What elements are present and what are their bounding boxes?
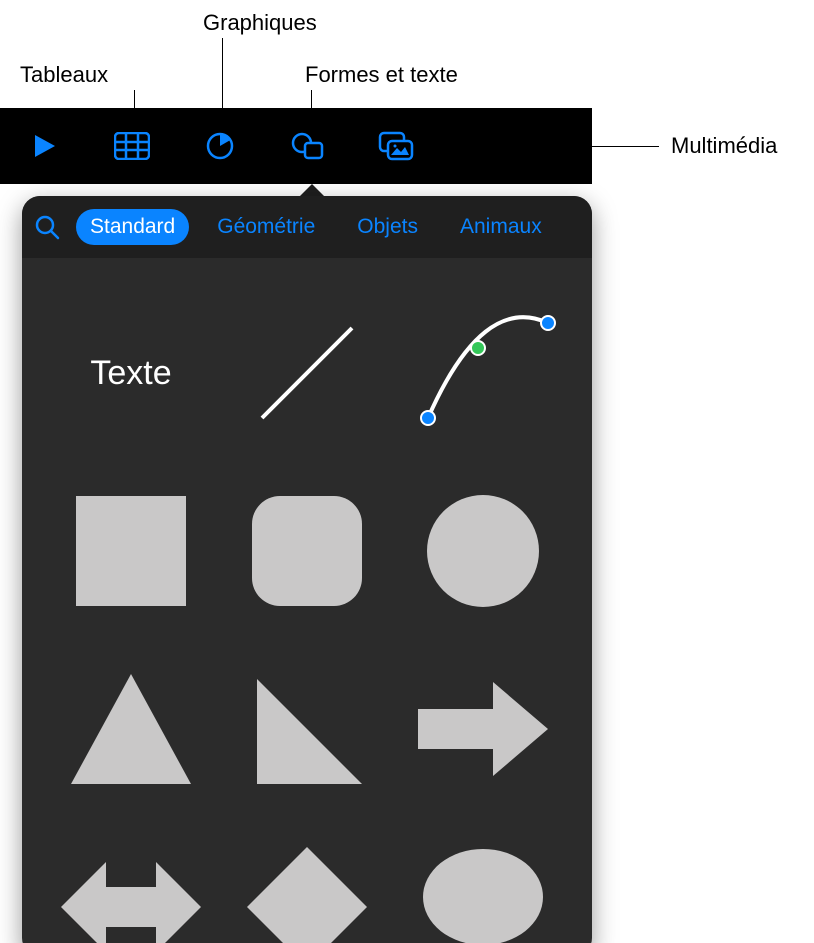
shape-right-triangle[interactable] — [232, 654, 382, 804]
shape-line[interactable] — [232, 298, 382, 448]
play-button[interactable] — [0, 108, 88, 184]
triangle-icon — [71, 674, 191, 784]
charts-button[interactable] — [176, 108, 264, 184]
toolbar — [0, 108, 592, 184]
media-button[interactable] — [352, 108, 440, 184]
tab-standard[interactable]: Standard — [76, 209, 189, 245]
circle-icon — [427, 495, 539, 607]
search-button[interactable] — [32, 212, 62, 242]
callout-tables: Tableaux — [20, 62, 108, 88]
shape-diamond[interactable] — [232, 832, 382, 943]
shapes-grid: Texte — [22, 258, 592, 943]
tab-geometrie[interactable]: Géométrie — [203, 209, 329, 245]
shape-speech-bubble[interactable] — [408, 832, 558, 943]
tab-animaux[interactable]: Animaux — [446, 209, 556, 245]
pen-curve-icon — [408, 298, 558, 448]
arrow-right-icon — [418, 682, 548, 776]
shape-triangle[interactable] — [56, 654, 206, 804]
right-triangle-icon — [257, 679, 362, 784]
table-icon — [114, 132, 150, 160]
line-icon — [262, 328, 352, 418]
tab-objets[interactable]: Objets — [343, 209, 432, 245]
device-frame: Standard Géométrie Objets Animaux Texte — [0, 108, 592, 943]
shape-double-arrow[interactable] — [56, 832, 206, 943]
shapes-popover: Standard Géométrie Objets Animaux Texte — [22, 196, 592, 943]
shapes-icon — [291, 131, 325, 161]
play-icon — [29, 131, 59, 161]
shape-square[interactable] — [56, 476, 206, 626]
pie-chart-icon — [205, 131, 235, 161]
callout-shapes-text: Formes et texte — [305, 62, 458, 88]
double-arrow-icon — [61, 862, 201, 943]
callout-media: Multimédia — [671, 133, 777, 159]
speech-bubble-icon — [418, 845, 548, 943]
search-icon — [34, 214, 60, 240]
shape-text[interactable]: Texte — [56, 298, 206, 448]
shape-pen-curve[interactable] — [408, 298, 558, 448]
shape-rounded-square[interactable] — [232, 476, 382, 626]
shapes-button[interactable] — [264, 108, 352, 184]
diamond-icon — [247, 847, 367, 943]
category-bar: Standard Géométrie Objets Animaux — [22, 196, 592, 258]
rounded-square-icon — [252, 496, 362, 606]
callout-charts: Graphiques — [203, 10, 317, 36]
media-icon — [378, 131, 414, 161]
tables-button[interactable] — [88, 108, 176, 184]
shape-arrow-right[interactable] — [408, 654, 558, 804]
square-icon — [76, 496, 186, 606]
shape-circle[interactable] — [408, 476, 558, 626]
